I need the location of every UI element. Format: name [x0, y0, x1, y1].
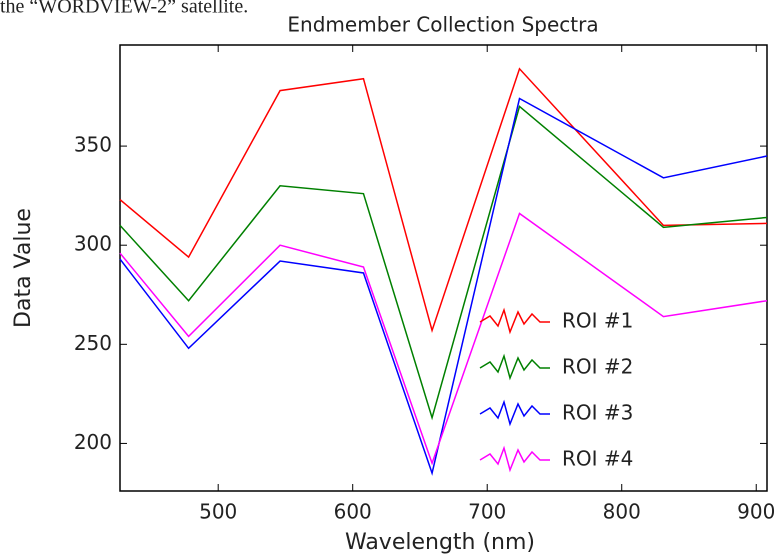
- legend-label: ROI #1: [562, 309, 633, 333]
- x-tick-label: 600: [334, 500, 372, 524]
- caption: the “WORDVIEW-2” satellite.: [0, 0, 248, 18]
- series-line: [119, 212, 768, 466]
- legend-swatch: [479, 307, 550, 335]
- x-tick-label: 800: [603, 500, 641, 524]
- y-axis-label: Data Value: [11, 208, 36, 328]
- y-tick-label: 300: [74, 232, 112, 256]
- chart-title: Endmember Collection Spectra: [287, 13, 598, 37]
- y-tick-label: 350: [74, 133, 112, 157]
- legend-label: ROI #4: [562, 447, 633, 471]
- legend-swatch: [479, 399, 550, 427]
- x-tick-label: 700: [468, 500, 506, 524]
- plot-frame: [119, 44, 768, 492]
- series-line: [119, 105, 768, 421]
- y-tick-label: 200: [74, 430, 112, 454]
- x-tick-label: 500: [199, 500, 237, 524]
- x-tick-label: 900: [737, 500, 775, 524]
- legend-label: ROI #3: [562, 401, 633, 425]
- x-axis-label: Wavelength (nm): [345, 530, 535, 555]
- y-tick-label: 250: [74, 331, 112, 355]
- legend-swatch: [479, 445, 550, 473]
- series-line: [119, 67, 768, 334]
- legend-label: ROI #2: [562, 355, 633, 379]
- legend-swatch: [479, 353, 550, 381]
- series-line: [119, 97, 768, 476]
